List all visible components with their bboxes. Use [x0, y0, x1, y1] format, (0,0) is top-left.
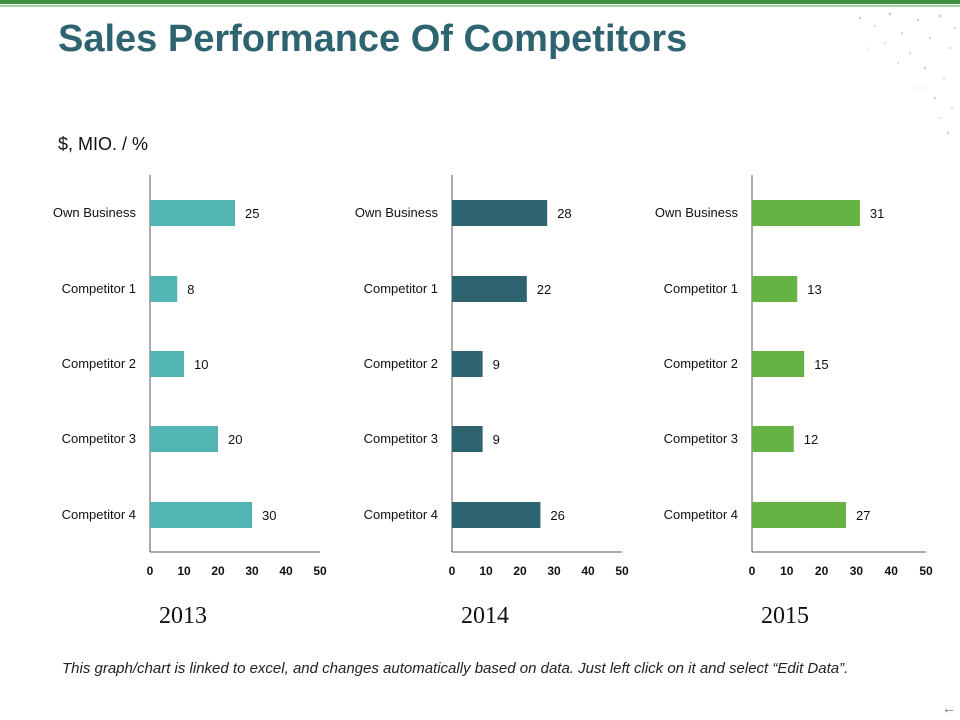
data-label: 27	[856, 508, 870, 523]
bar[interactable]	[752, 502, 846, 528]
tick-label: 50	[919, 564, 933, 578]
tick-label: 50	[615, 564, 629, 578]
chart-title: 2014	[461, 603, 509, 629]
bar[interactable]	[150, 502, 252, 528]
data-label: 25	[245, 206, 259, 221]
tick-label: 20	[211, 564, 225, 578]
page-title: Sales Performance Of Competitors	[58, 18, 688, 60]
category-label: Own Business	[655, 205, 739, 220]
bar[interactable]	[150, 276, 178, 302]
data-label: 12	[804, 432, 818, 447]
category-label: Own Business	[53, 205, 137, 220]
category-label: Competitor 2	[364, 356, 438, 371]
back-arrow-icon[interactable]: ←	[942, 700, 956, 716]
tick-label: 0	[449, 564, 456, 578]
tick-label: 30	[547, 564, 561, 578]
category-label: Competitor 3	[62, 431, 136, 446]
data-label: 10	[194, 357, 208, 372]
tick-label: 10	[177, 564, 191, 578]
bar[interactable]	[752, 200, 860, 226]
data-label: 20	[228, 432, 242, 447]
bar[interactable]	[150, 426, 218, 452]
data-label: 28	[557, 206, 571, 221]
bar[interactable]	[752, 276, 798, 302]
data-label: 9	[493, 432, 500, 447]
category-label: Competitor 4	[364, 507, 438, 522]
tick-label: 20	[513, 564, 527, 578]
bar[interactable]	[452, 426, 483, 452]
tick-label: 20	[815, 564, 829, 578]
category-label: Competitor 2	[62, 356, 136, 371]
tick-label: 50	[313, 564, 327, 578]
category-label: Competitor 1	[664, 281, 738, 296]
bar[interactable]	[150, 200, 235, 226]
decorative-speckle	[858, 12, 956, 135]
tick-label: 40	[279, 564, 293, 578]
data-label: 31	[870, 206, 884, 221]
data-label: 22	[537, 282, 551, 297]
chart-title: 2015	[761, 603, 809, 629]
unit-label: $, MIO. / %	[58, 134, 149, 154]
bar[interactable]	[452, 276, 527, 302]
bar[interactable]	[752, 351, 805, 377]
data-label: 13	[807, 282, 821, 297]
bar[interactable]	[452, 200, 548, 226]
category-label: Competitor 1	[62, 281, 136, 296]
tick-label: 0	[749, 564, 756, 578]
data-label: 9	[493, 357, 500, 372]
tick-label: 10	[479, 564, 493, 578]
tick-label: 10	[780, 564, 794, 578]
data-label: 8	[187, 282, 194, 297]
bar[interactable]	[452, 502, 541, 528]
category-label: Competitor 4	[62, 507, 136, 522]
category-label: Own Business	[355, 205, 439, 220]
tick-label: 40	[581, 564, 595, 578]
tick-label: 30	[245, 564, 259, 578]
bar[interactable]	[752, 426, 794, 452]
category-label: Competitor 4	[664, 507, 738, 522]
data-label: 15	[814, 357, 828, 372]
data-label: 26	[550, 508, 564, 523]
chart-title: 2013	[159, 603, 207, 629]
top-accent-bar	[0, 0, 960, 4]
bar[interactable]	[150, 351, 184, 377]
category-label: Competitor 2	[664, 356, 738, 371]
category-label: Competitor 1	[364, 281, 438, 296]
top-accent-line	[0, 5, 960, 7]
tick-label: 30	[850, 564, 864, 578]
bar[interactable]	[452, 351, 483, 377]
tick-label: 0	[147, 564, 154, 578]
data-label: 30	[262, 508, 276, 523]
category-label: Competitor 3	[364, 431, 438, 446]
category-label: Competitor 3	[664, 431, 738, 446]
footnote: This graph/chart is linked to excel, and…	[62, 660, 849, 677]
tick-label: 40	[885, 564, 899, 578]
